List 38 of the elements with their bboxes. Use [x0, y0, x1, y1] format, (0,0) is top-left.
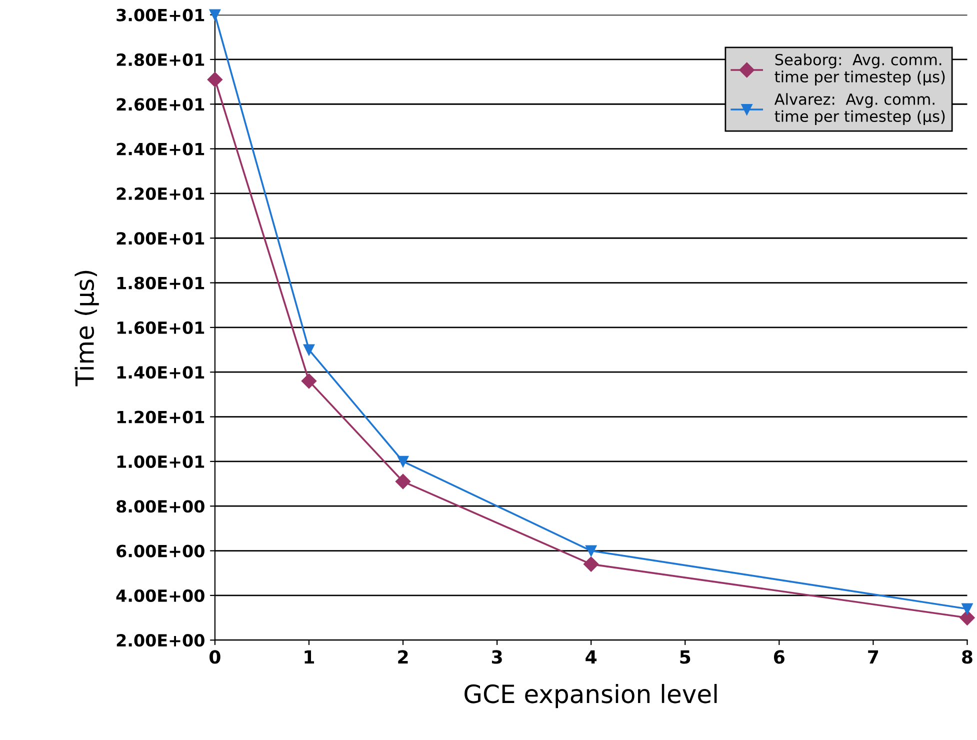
y-tick-label: 3.00E+01 [116, 8, 204, 22]
x-tick-label: 5 [680, 650, 690, 664]
point [207, 72, 223, 88]
x-axis-title: GCE expansion level [464, 684, 717, 708]
y-tick-label: 2.00E+00 [116, 634, 204, 647]
legend-label: Seaborg: Avg. comm. time per timestep (µs) [774, 54, 945, 86]
y-tick-label: 2.00E+01 [116, 232, 204, 245]
x-tick-label: 0 [210, 650, 220, 664]
y-axis-title: Time (µs) [74, 270, 99, 386]
y-tick-label: 4.00E+00 [116, 589, 204, 602]
x-tick-label: 4 [586, 650, 597, 664]
x-tick-label: 7 [868, 650, 878, 664]
x-tick-label: 1 [304, 650, 314, 664]
y-tick-label: 2.80E+01 [116, 53, 204, 66]
point [586, 545, 597, 556]
point [960, 610, 975, 626]
y-tick-label: 2.40E+01 [116, 142, 204, 156]
point [395, 474, 411, 490]
point [303, 344, 315, 356]
y-tick-label: 1.40E+01 [117, 366, 204, 379]
point [301, 373, 317, 389]
point [397, 456, 409, 467]
legend-label: Alvarez: Avg. comm. time per timestep (µs) [774, 93, 945, 125]
y-tick-label: 2.60E+01 [116, 98, 204, 111]
x-tick-label: 8 [962, 650, 972, 664]
x-tick-label: 6 [774, 650, 784, 664]
y-tick-label: 8.00E+00 [116, 500, 204, 513]
x-tick-label: 2 [398, 650, 408, 664]
point [209, 9, 220, 20]
x-tick-label: 3 [492, 650, 502, 664]
point [962, 603, 973, 614]
y-tick-label: 6.00E+00 [116, 544, 204, 558]
y-tick-label: 1.00E+01 [117, 455, 204, 468]
y-tick-label: 1.80E+01 [117, 276, 204, 290]
y-tick-label: 1.20E+01 [117, 410, 204, 424]
y-tick-label: 1.60E+01 [117, 321, 204, 334]
point [584, 556, 599, 572]
y-tick-label: 2.20E+01 [116, 187, 204, 200]
